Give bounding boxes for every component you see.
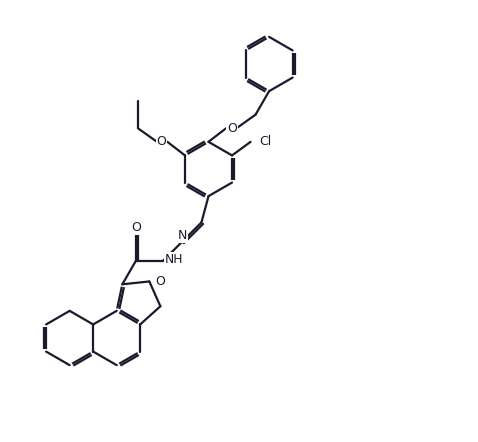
Text: N: N	[178, 229, 187, 242]
Text: O: O	[227, 122, 237, 135]
Text: NH: NH	[165, 253, 184, 266]
Text: O: O	[131, 221, 141, 234]
Text: O: O	[155, 275, 165, 288]
Text: Cl: Cl	[260, 135, 272, 149]
Text: O: O	[156, 135, 166, 149]
